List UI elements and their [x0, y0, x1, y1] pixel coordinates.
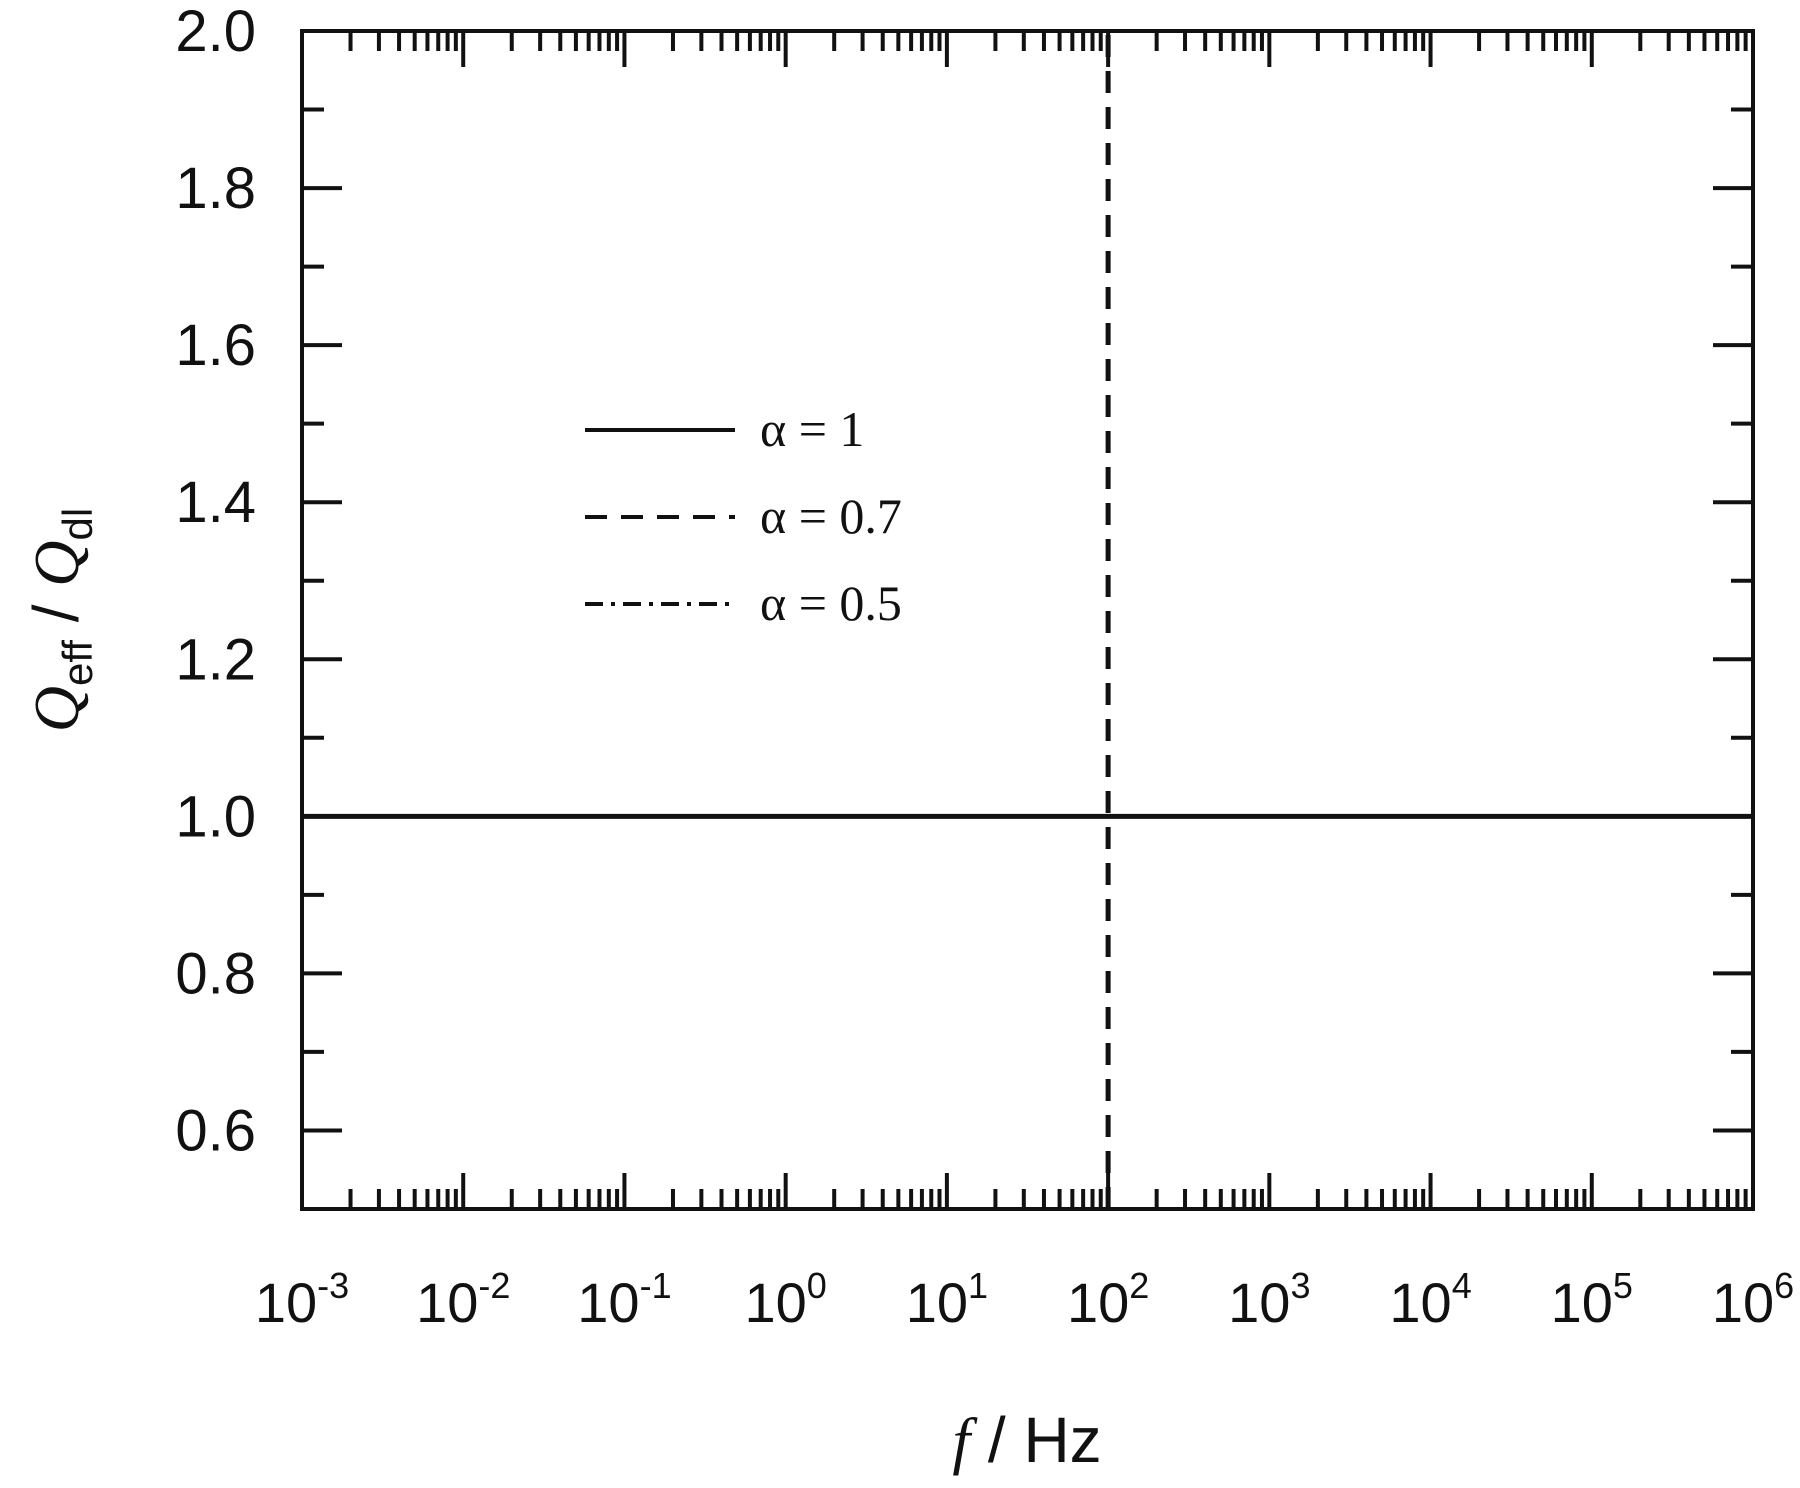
x-axis-label: f / Hz: [952, 1404, 1101, 1476]
x-tick-exponent: -3: [317, 1265, 349, 1306]
y-axis-label: Qeff / Qdl: [20, 508, 101, 732]
x-tick-label: 104: [1389, 1265, 1471, 1334]
y-label-sep: /: [20, 587, 92, 640]
x-tick-label: 102: [1067, 1265, 1149, 1334]
y-label-q: Q: [21, 686, 92, 732]
y-tick-label: 1.6: [175, 313, 256, 378]
x-tick-label: 105: [1551, 1265, 1633, 1334]
x-tick-base: 10: [745, 1271, 807, 1334]
x-tick-label: 10-3: [255, 1265, 349, 1334]
legend-label: α = 1: [760, 401, 864, 457]
x-tick-exponent: 2: [1129, 1265, 1149, 1306]
x-tick-base: 10: [1067, 1271, 1129, 1334]
x-tick-label: 10-2: [416, 1265, 510, 1334]
x-tick-label: 106: [1712, 1265, 1794, 1334]
x-tick-exponent: -2: [478, 1265, 510, 1306]
y-tick-label: 1.4: [175, 470, 256, 535]
x-label-unit: / Hz: [970, 1404, 1102, 1476]
legend-label: α = 0.5: [760, 575, 902, 631]
legend-label: α = 0.7: [760, 488, 902, 544]
x-tick-exponent: 0: [807, 1265, 827, 1306]
y-tick-label: 0.8: [175, 941, 256, 1006]
x-tick-exponent: 3: [1290, 1265, 1310, 1306]
y-tick-label: 2.0: [175, 0, 256, 64]
y-label-q: Q: [21, 540, 92, 586]
x-tick-base: 10: [1551, 1271, 1613, 1334]
y-tick-label: 1.8: [175, 156, 256, 221]
y-tick-label: 0.6: [175, 1098, 256, 1163]
x-tick-exponent: -1: [640, 1265, 672, 1306]
plot-layer: 10-3 10-2 10-1 100 101 102 103 104 105 1060.60.81…: [175, 0, 1794, 1334]
x-tick-base: 10: [416, 1271, 478, 1334]
x-tick-label: 10-1: [577, 1265, 671, 1334]
x-tick-base: 10: [1389, 1271, 1451, 1334]
x-tick-label: 101: [906, 1265, 988, 1334]
x-tick-base: 10: [1228, 1271, 1290, 1334]
x-tick-exponent: 6: [1774, 1265, 1794, 1306]
x-tick-base: 10: [906, 1271, 968, 1334]
x-tick-exponent: 4: [1452, 1265, 1472, 1306]
x-tick-base: 10: [577, 1271, 639, 1334]
y-tick-label: 1.2: [175, 627, 256, 692]
x-tick-base: 10: [255, 1271, 317, 1334]
plot-frame: [300, 29, 1755, 1211]
x-tick-exponent: 5: [1613, 1265, 1633, 1306]
y-label-sub: dl: [54, 508, 101, 541]
x-tick-label: 103: [1228, 1265, 1310, 1334]
x-tick-base: 10: [1712, 1271, 1774, 1334]
y-label-sub: eff: [54, 640, 101, 686]
x-tick-exponent: 1: [968, 1265, 988, 1306]
x-tick-label: 100: [745, 1265, 827, 1334]
y-tick-label: 1.0: [175, 784, 256, 849]
